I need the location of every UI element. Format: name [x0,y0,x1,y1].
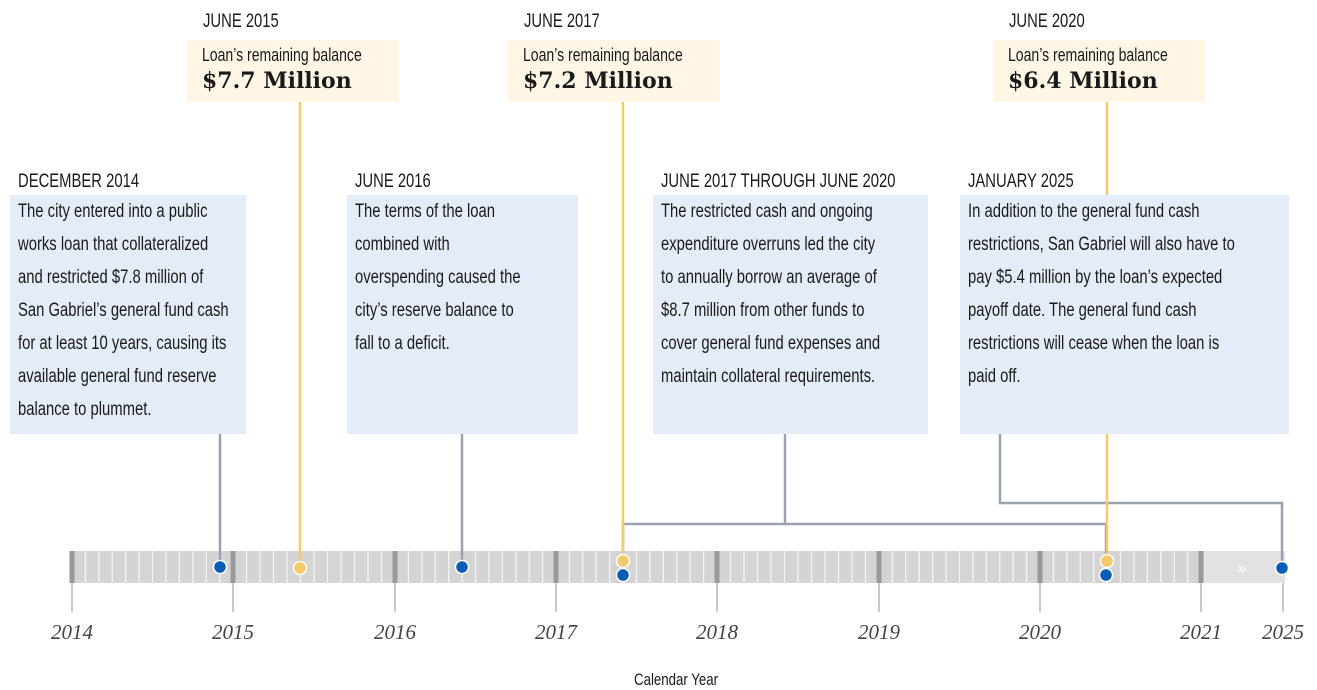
event-text-line: to annually borrow an average of [661,267,877,288]
year-tick [1198,551,1204,583]
event-dot [212,559,228,575]
balance-label: Loan’s remaining balance [1008,45,1168,65]
event-box: The restricted cash and ongoing expenditu… [653,195,928,434]
event-connector [998,434,1284,568]
balance-amount: $7.7 Million [202,68,352,94]
event-text-line: city’s reserve balance to [355,300,514,321]
event-text-line: payoff date. The general fund cash [968,300,1197,321]
year-label: 2025 [1262,620,1304,644]
event-text-line: The restricted cash and ongoing [661,201,873,222]
event-text: The city entered into a public works loan… [18,195,229,426]
year-tick [1037,551,1043,583]
event-text-line: combined with [355,234,450,255]
axis-label: Calendar Year [634,670,719,689]
event-text-line: expenditure overruns led the city [661,234,876,255]
event-box: In addition to the general fund cash rest… [960,195,1289,434]
event-date: DECEMBER 2014 [18,171,140,192]
year-label: 2015 [212,620,254,644]
balance-amount: $7.2 Million [523,68,673,94]
year-label: 2018 [696,620,738,644]
balance-amount: $6.4 Million [1008,68,1158,94]
balance-dot [292,560,308,576]
event-text-line: paid off. [968,366,1021,387]
balance-date: JUNE 2020 [1009,11,1085,32]
year-label: 2017 [535,620,577,644]
event-text-line: restrictions, San Gabriel will also have… [968,234,1235,255]
year-label: 2016 [374,620,416,644]
event-dot [615,567,631,583]
balance-dot [1099,553,1115,569]
event-text-line: for at least 10 years, causing its [18,333,227,354]
event-text-line: fall to a deficit. [355,333,450,354]
year-label: 2019 [858,620,900,644]
event-box: The terms of the loan combined with oversp… [347,195,578,434]
year-tick [230,551,236,583]
event-text-line: and restricted $7.8 million of [18,267,204,288]
year-tick [553,551,559,583]
year-tick [714,551,720,583]
event-text: The restricted cash and ongoing expenditu… [661,195,880,393]
event-text-line: The terms of the loan [355,201,496,222]
event-text-line: overspending caused the [355,267,521,288]
year-label: 2020 [1019,620,1061,644]
balance-date: JUNE 2017 [524,11,600,32]
year-label: 2021 [1180,620,1222,644]
balance-date: JUNE 2015 [203,11,279,32]
event-date: JUNE 2017 THROUGH JUNE 2020 [661,171,896,192]
event-text-line: San Gabriel’s general fund cash [18,300,229,321]
event-text-line: maintain collateral requirements. [661,366,876,387]
timeline-bar [70,551,1201,583]
event-text-line: works loan that collateralized [18,234,209,255]
event-text-line: cover general fund expenses and [661,333,881,354]
gap-chevrons: » [1238,560,1247,577]
event-box: The city entered into a public works loan… [10,195,246,434]
event-text: The terms of the loan combined with oversp… [355,195,521,360]
balance-label: Loan’s remaining balance [523,45,683,65]
event-text-line: balance to plummet. [18,399,152,420]
event-dot [454,559,470,575]
event-dot [1274,560,1290,576]
event-date: JUNE 2016 [355,171,431,192]
event-text-line: available general fund reserve [18,366,217,387]
event-text-line: pay $5.4 million by the loan’s expected [968,267,1223,288]
event-text-line: restrictions will cease when the loan is [968,333,1220,354]
balance-box: Loan’s remaining balance $6.4 Million [993,40,1205,102]
event-text: In addition to the general fund cash rest… [968,195,1235,393]
year-tick [392,551,398,583]
year-tick [876,551,882,583]
balance-dot [615,553,631,569]
balance-label: Loan’s remaining balance [202,45,362,65]
event-text-line: The city entered into a public [18,201,208,222]
balance-box: Loan’s remaining balance $7.7 Million [187,40,399,102]
event-text-line: $8.7 million from other funds to [661,300,865,321]
timeline-bar-gap [1201,551,1285,583]
balance-box: Loan’s remaining balance $7.2 Million [508,40,720,102]
year-label: 2014 [51,620,93,644]
event-dot [1098,567,1114,583]
year-tick [69,551,75,583]
event-date: JANUARY 2025 [968,171,1074,192]
event-text-line: In addition to the general fund cash [968,201,1200,222]
